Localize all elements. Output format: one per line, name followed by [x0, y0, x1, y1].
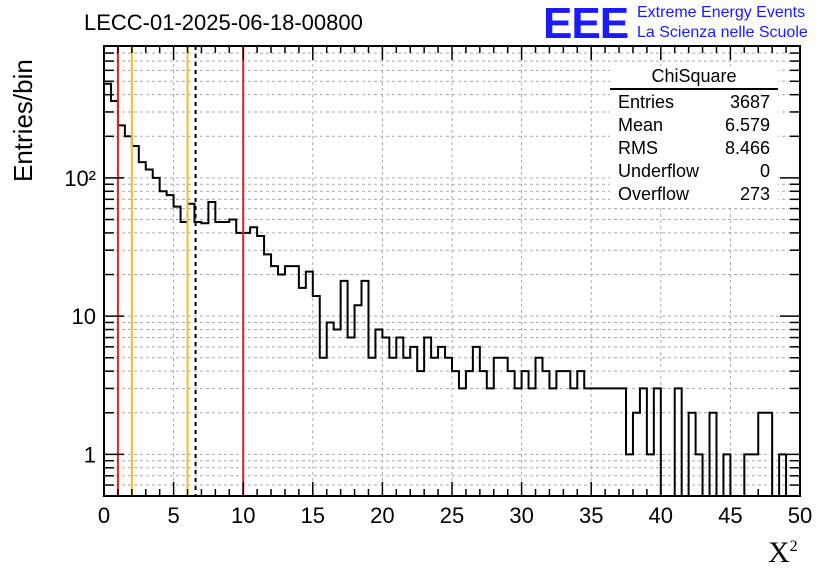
- x-tick-label: 0: [98, 503, 110, 528]
- stats-row-entries: Entries 3687: [618, 92, 770, 112]
- stats-title: ChiSquare: [610, 66, 778, 90]
- stats-row-overflow: Overflow 273: [618, 184, 770, 204]
- x-tick-label: 50: [788, 503, 812, 528]
- x-tick-label: 40: [649, 503, 673, 528]
- logo-text-line2: La Scienza nelle Scuole: [637, 24, 808, 41]
- y-tick-label: 10: [72, 304, 96, 329]
- x-tick-label: 30: [509, 503, 533, 528]
- stats-row-rms: RMS 8.466: [618, 138, 770, 158]
- y-tick-label: 10²: [64, 166, 96, 191]
- y-tick-label: 1: [84, 442, 96, 467]
- x-tick-label: 10: [231, 503, 255, 528]
- x-tick-label: 15: [301, 503, 325, 528]
- logo-text-line1: Extreme Energy Events: [637, 4, 806, 21]
- x-tick-label: 5: [167, 503, 179, 528]
- x-tick-label: 45: [718, 503, 742, 528]
- stats-row-underflow: Underflow 0: [618, 161, 770, 181]
- x-axis-label: X2: [768, 536, 798, 569]
- eee-logo: EEE: [543, 0, 629, 48]
- stats-box: ChiSquare Entries 3687 Mean 6.579 RMS 8.466…: [610, 66, 778, 207]
- stats-row-mean: Mean 6.579: [618, 115, 770, 135]
- x-tick-label: 35: [579, 503, 603, 528]
- x-tick-label: 25: [440, 503, 464, 528]
- histogram-series: [103, 82, 800, 497]
- y-axis-label: Entries/bin: [8, 59, 38, 182]
- x-tick-label: 20: [370, 503, 394, 528]
- chart-title: LECC-01-2025-06-18-00800: [84, 10, 363, 35]
